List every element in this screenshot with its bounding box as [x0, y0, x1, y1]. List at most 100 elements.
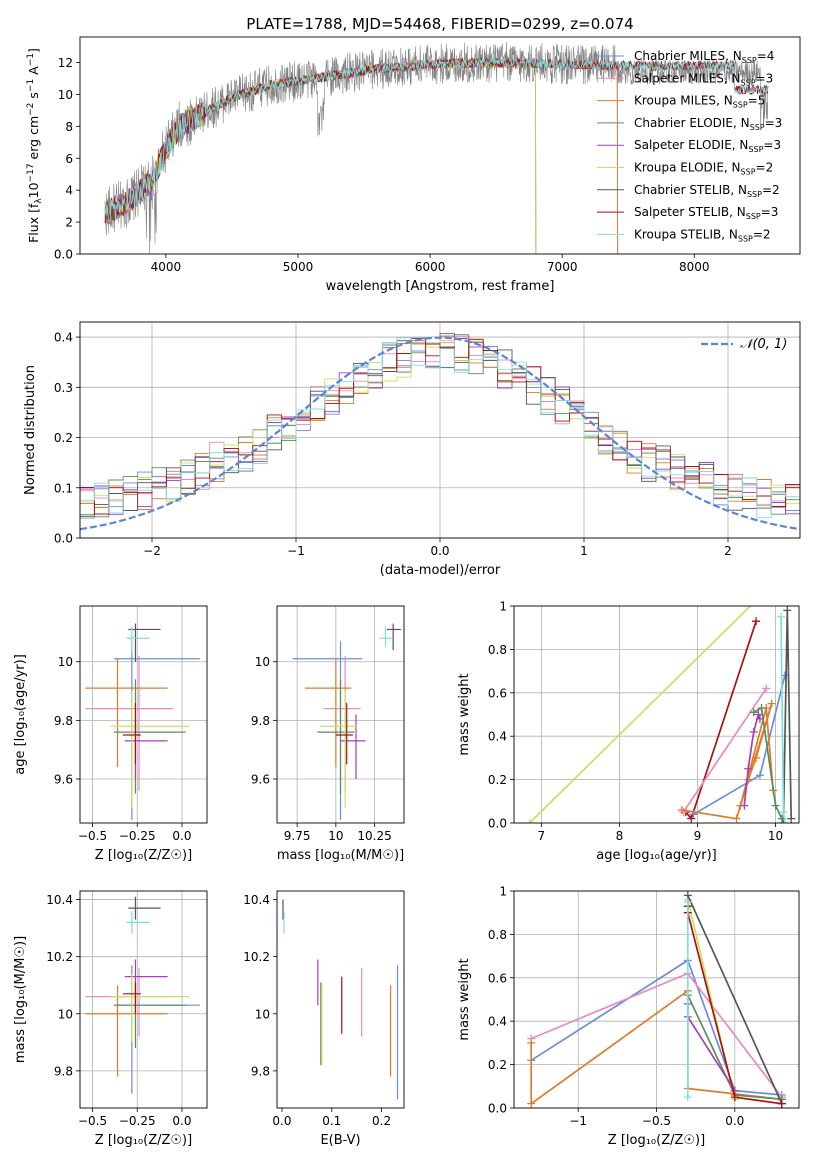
y-tick-label: 0.6 — [488, 971, 507, 985]
axes-frame — [79, 36, 801, 255]
ticks: 0.0 0.1 0.2 9.8 10 10.2 10.4 — [243, 893, 391, 1128]
mass-weight-marker — [677, 805, 686, 814]
y-axis-label-part: λ — [34, 198, 44, 204]
legend-model-label: Chabrier ELODIE — [634, 116, 733, 130]
error-bar-point — [128, 623, 161, 662]
x-tick-label: 0.0 — [172, 829, 191, 843]
y-tick-label: 10.4 — [46, 893, 73, 907]
model-spectrum-line — [104, 56, 537, 254]
legend-entry: Kroupa MILES, NSSP=5 — [634, 94, 765, 110]
y-axis-label-part: Flux [f — [26, 203, 41, 243]
x-axis-label: Z [log₁₀(Z/Z☉)] — [95, 848, 192, 863]
error-bar-point — [85, 968, 174, 1037]
residual-histogram — [80, 337, 800, 538]
axes-frame — [79, 605, 208, 824]
mass-weight-marker — [762, 684, 771, 693]
error-bar-point — [110, 691, 190, 809]
mass-weight-marker — [783, 606, 792, 615]
mass-weight-marker — [777, 1099, 786, 1108]
y-tick-label: 9.6 — [251, 773, 270, 787]
y-tick-label: 0.4 — [488, 1015, 507, 1029]
ticks: −0.5 −0.25 0.0 9.6 9.8 10 — [54, 655, 192, 843]
mass-weight-marker — [687, 814, 696, 823]
y-tick-label: 10 — [255, 655, 270, 669]
model-spectrum-line — [104, 57, 619, 254]
plot-area — [527, 891, 786, 1108]
legend-entry: Salpeter ELODIE, NSSP=3 — [634, 138, 781, 154]
mass-weight-line — [530, 959, 782, 1096]
legend-entry: Chabrier MILES, NSSP=4 — [634, 49, 774, 65]
legend-n-subscript: SSP — [733, 101, 748, 110]
x-tick-label: 5000 — [283, 260, 314, 274]
x-tick-label: −0.25 — [119, 1114, 156, 1128]
x-tick-label: 4000 — [151, 260, 182, 274]
legend-n-value: 2 — [772, 183, 780, 197]
legend-entry: Salpeter MILES, NSSP=3 — [634, 71, 773, 87]
error-bar-point — [340, 714, 366, 780]
y-axis-label-part: −1 — [26, 79, 36, 92]
y-tick-label: 0.4 — [488, 730, 507, 744]
plot-area — [282, 899, 399, 1100]
y-tick-label: 0.6 — [488, 686, 507, 700]
y-axis-label: Flux [fλ10−17 erg cm−2 s−1 A−1] — [26, 48, 44, 243]
y-tick-label: 0.2 — [54, 431, 73, 445]
ticks: 4000 5000 6000 7000 8000 0.0 2 4 6 8 10 12 — [54, 56, 710, 274]
legend-n-prefix: , N — [733, 116, 750, 130]
residual-histogram — [80, 337, 800, 538]
y-axis-label-part: A — [26, 66, 41, 79]
error-bar-point — [113, 965, 200, 1094]
spectrum-panel: 4000 5000 6000 7000 8000 0.0 2 4 6 8 10 12 wavelengt… — [26, 36, 801, 294]
x-tick-label: 0.2 — [372, 1114, 391, 1128]
legend-n-prefix: , N — [724, 71, 741, 85]
x-axis-label: E(B-V) — [320, 1133, 360, 1148]
mass-weight-line — [687, 894, 783, 1105]
mass-weight-marker — [730, 1093, 739, 1102]
y-axis-label-part: 10 — [26, 182, 41, 198]
legend-n-prefix: , N — [724, 161, 741, 175]
x-tick-label: −0.25 — [119, 829, 156, 843]
legend-n-equals: = — [756, 71, 766, 85]
ticks: −1 −0.5 0.0 0.0 0.2 0.4 0.6 0.8 1 — [488, 885, 744, 1129]
legend-n-prefix: , N — [725, 49, 742, 63]
x-tick-label: 10 — [328, 829, 343, 843]
legend-entry: Kroupa ELODIE, NSSP=2 — [634, 161, 773, 177]
y-axis-label: Normed distribution — [23, 365, 38, 495]
x-tick-label: 0.0 — [272, 1114, 291, 1128]
residuals-panel: −2 −1 0.0 1 2 0.0 0.1 0.2 0.3 0.4 (data-model)/err… — [23, 321, 801, 578]
data-spectrum-line — [104, 42, 769, 254]
x-tick-label: 7 — [538, 829, 546, 843]
legend-n-prefix: , N — [732, 138, 749, 152]
legend-n-subscript: SSP — [738, 234, 753, 243]
plot-area — [104, 42, 769, 254]
plot-area — [80, 333, 800, 538]
legend-n-value: 3 — [766, 71, 774, 85]
axes-frame — [276, 890, 405, 1109]
plot-area — [85, 896, 200, 1094]
error-bar-point — [85, 985, 168, 1077]
legend-n-value: 2 — [763, 227, 771, 241]
y-tick-label: 9.8 — [54, 714, 73, 728]
x-tick-label: 10.25 — [357, 829, 391, 843]
y-tick-label: 10 — [255, 1007, 270, 1021]
legend-n-subscript: SSP — [748, 145, 763, 154]
legend-n-equals: = — [761, 205, 771, 219]
legend-n-equals: = — [765, 116, 775, 130]
error-bar-point — [323, 655, 361, 791]
plot-area — [85, 623, 200, 821]
legend-entry: Salpeter STELIB, NSSP=3 — [634, 205, 778, 221]
x-tick-label: 7000 — [547, 260, 578, 274]
mass-weight-line — [693, 675, 786, 816]
y-tick-label: 4 — [65, 184, 73, 198]
x-tick-label: 9.75 — [284, 829, 311, 843]
x-tick-label: −1 — [287, 544, 305, 558]
plot-area — [292, 623, 401, 821]
normal-distribution-curve — [80, 336, 800, 531]
legend-model-label: Kroupa ELODIE — [634, 161, 724, 175]
figure-title: PLATE=1788, MJD=54468, FIBERID=0299, z=0… — [246, 15, 633, 33]
legend-n-value: 3 — [771, 205, 779, 219]
error-bar-point — [124, 959, 168, 1006]
y-tick-label: 0.0 — [488, 817, 507, 831]
grid-lines — [80, 606, 207, 823]
ticks: 9.75 10 10.25 9.6 9.8 10 — [251, 655, 392, 843]
x-axis-label: Z [log₁₀(Z/Z☉)] — [608, 1133, 705, 1148]
